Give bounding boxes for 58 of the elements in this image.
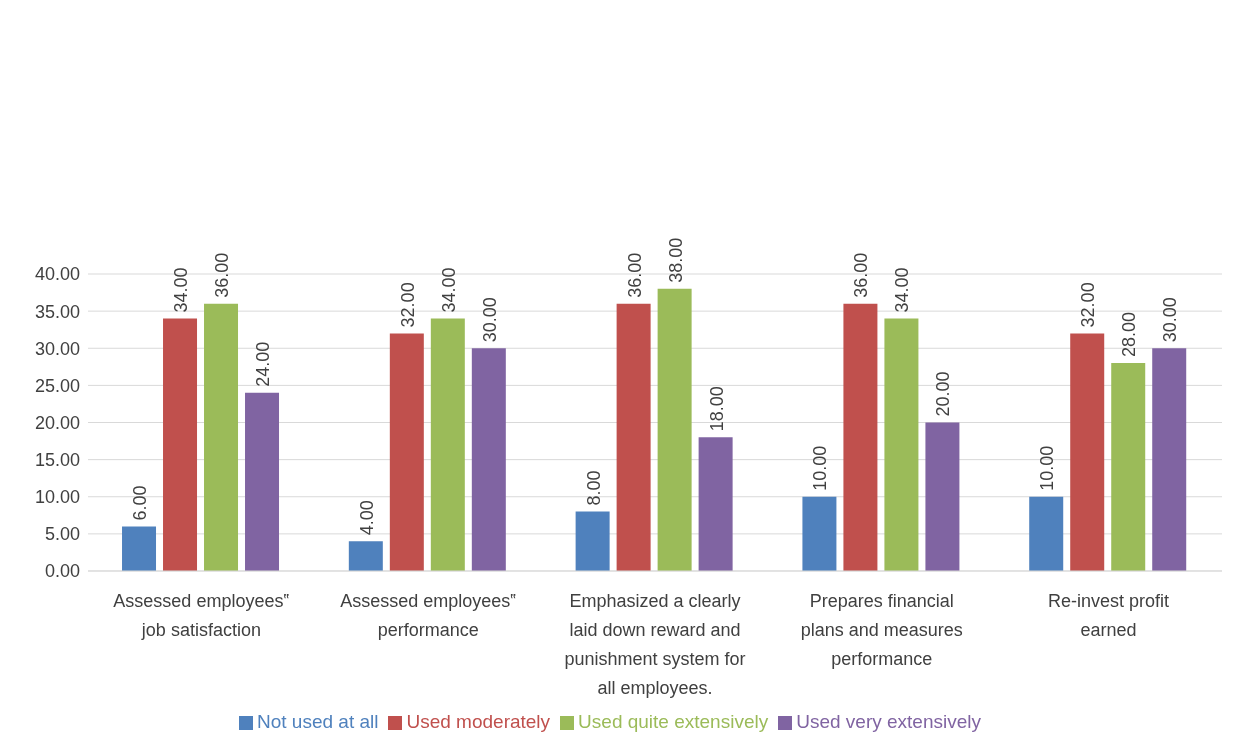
data-label: 8.00 — [583, 470, 604, 506]
x-tick-label: Emphasized a clearly laid down reward and punishment system for all employees. — [564, 591, 746, 698]
bar — [843, 303, 878, 571]
data-label: 6.00 — [130, 485, 151, 521]
data-label: 34.00 — [171, 267, 192, 313]
bar — [430, 318, 465, 571]
y-tick-label: 40.00 — [34, 264, 80, 285]
data-label: 36.00 — [851, 252, 872, 298]
x-tick-label: Prepares financial plans and measures performance — [800, 591, 963, 669]
data-label: 20.00 — [933, 371, 954, 417]
y-tick-label: 15.00 — [34, 450, 80, 471]
data-label: 36.00 — [212, 252, 233, 298]
legend-label: Used moderately — [406, 711, 551, 732]
data-label: 34.00 — [438, 267, 459, 313]
bar — [389, 333, 424, 571]
bar — [698, 437, 733, 571]
y-tick-label: 35.00 — [34, 301, 80, 322]
data-label: 10.00 — [810, 445, 831, 491]
bar — [1070, 333, 1105, 571]
bar — [575, 511, 610, 571]
bar — [1029, 496, 1064, 571]
bar — [1111, 363, 1146, 571]
x-tick-label: Re-invest profit earned — [1048, 591, 1170, 640]
legend-label: Not used at all — [257, 711, 379, 732]
data-label: 34.00 — [892, 267, 913, 313]
bar — [657, 288, 692, 571]
bar — [122, 526, 157, 571]
bar — [1152, 348, 1187, 571]
data-label: 18.00 — [706, 386, 727, 432]
y-tick-label: 0.00 — [44, 561, 80, 582]
data-label: 10.00 — [1037, 445, 1058, 491]
bar — [204, 303, 239, 571]
x-tick-label: Assessed employees‟ job satisfaction — [113, 591, 290, 640]
y-tick-label: 30.00 — [34, 338, 80, 359]
y-tick-label: 25.00 — [34, 375, 80, 396]
legend-label: Used very extensively — [796, 711, 981, 732]
data-label: 32.00 — [1078, 282, 1099, 328]
data-label: 38.00 — [665, 237, 686, 283]
bar — [802, 496, 837, 571]
y-tick-label: 5.00 — [44, 524, 80, 545]
data-label: 28.00 — [1119, 312, 1140, 358]
data-label: 32.00 — [397, 282, 418, 328]
data-label: 36.00 — [624, 252, 645, 298]
data-label: 30.00 — [479, 297, 500, 343]
bar — [616, 303, 651, 571]
bar — [245, 392, 280, 571]
bar — [348, 541, 383, 571]
bar — [471, 348, 506, 571]
y-tick-label: 20.00 — [34, 412, 80, 433]
y-tick-label: 10.00 — [34, 487, 80, 508]
bar — [163, 318, 198, 571]
legend-label: Used quite extensively — [578, 711, 769, 732]
data-label: 30.00 — [1160, 297, 1181, 343]
bar — [884, 318, 919, 571]
bar — [925, 422, 960, 571]
x-tick-label: Assessed employees‟ performance — [340, 591, 517, 640]
data-label: 24.00 — [253, 341, 274, 387]
data-label: 4.00 — [356, 500, 377, 536]
